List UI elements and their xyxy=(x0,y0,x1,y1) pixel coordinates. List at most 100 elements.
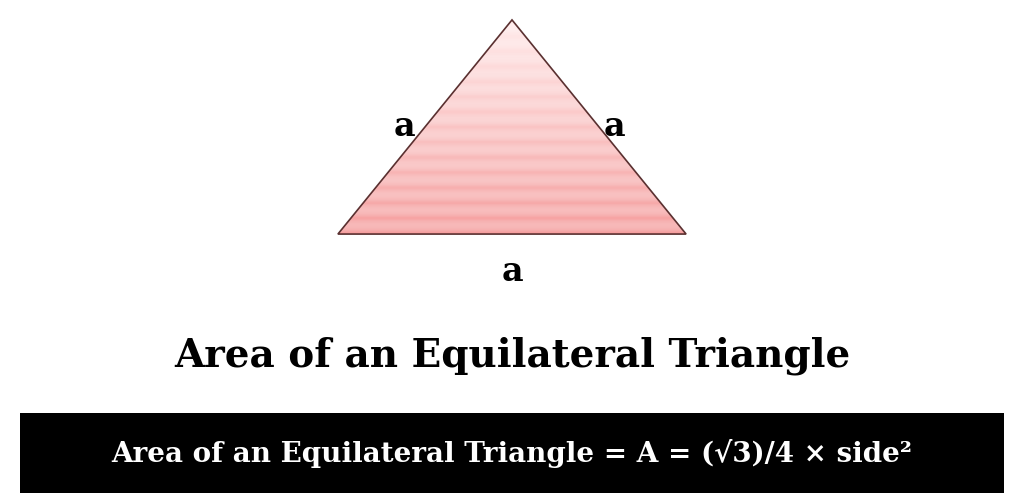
Polygon shape xyxy=(504,28,520,29)
Polygon shape xyxy=(424,127,600,128)
Polygon shape xyxy=(489,47,535,48)
Polygon shape xyxy=(418,134,606,135)
Polygon shape xyxy=(505,27,519,28)
Polygon shape xyxy=(501,33,523,34)
Polygon shape xyxy=(381,181,643,182)
Polygon shape xyxy=(340,231,684,232)
Polygon shape xyxy=(389,170,635,171)
Polygon shape xyxy=(458,85,566,86)
Polygon shape xyxy=(398,159,626,160)
Polygon shape xyxy=(499,35,525,36)
Polygon shape xyxy=(434,114,590,115)
Polygon shape xyxy=(402,154,622,155)
Polygon shape xyxy=(365,200,659,201)
Polygon shape xyxy=(450,96,574,97)
Polygon shape xyxy=(342,228,682,229)
Polygon shape xyxy=(436,112,588,113)
Polygon shape xyxy=(358,207,666,208)
Polygon shape xyxy=(478,61,546,62)
Polygon shape xyxy=(423,128,601,129)
Polygon shape xyxy=(357,210,667,211)
Polygon shape xyxy=(428,122,596,123)
Polygon shape xyxy=(495,40,529,41)
Polygon shape xyxy=(504,29,520,31)
Polygon shape xyxy=(426,125,598,126)
Polygon shape xyxy=(344,226,680,227)
Polygon shape xyxy=(395,162,629,163)
Polygon shape xyxy=(387,172,637,173)
Polygon shape xyxy=(468,73,556,75)
Polygon shape xyxy=(434,115,590,117)
Polygon shape xyxy=(490,46,534,47)
Polygon shape xyxy=(422,129,602,130)
Polygon shape xyxy=(391,168,633,169)
Polygon shape xyxy=(465,77,559,78)
Polygon shape xyxy=(348,220,676,221)
Polygon shape xyxy=(396,161,628,162)
Polygon shape xyxy=(471,69,553,70)
Polygon shape xyxy=(370,193,654,194)
Polygon shape xyxy=(404,150,620,151)
Polygon shape xyxy=(346,222,678,223)
Polygon shape xyxy=(378,184,646,185)
Polygon shape xyxy=(469,72,555,73)
Polygon shape xyxy=(411,143,613,144)
Polygon shape xyxy=(368,197,656,198)
Polygon shape xyxy=(420,132,604,133)
Polygon shape xyxy=(435,113,589,114)
Polygon shape xyxy=(361,204,663,205)
Polygon shape xyxy=(429,121,595,122)
Polygon shape xyxy=(358,208,666,210)
Polygon shape xyxy=(497,38,527,39)
Polygon shape xyxy=(445,100,579,101)
Polygon shape xyxy=(463,80,561,81)
Polygon shape xyxy=(457,87,567,89)
Polygon shape xyxy=(372,191,652,192)
Polygon shape xyxy=(351,217,673,218)
Polygon shape xyxy=(373,190,651,191)
Polygon shape xyxy=(470,70,554,71)
Polygon shape xyxy=(469,71,555,72)
Polygon shape xyxy=(486,50,538,51)
Polygon shape xyxy=(502,32,522,33)
Polygon shape xyxy=(503,31,521,32)
Polygon shape xyxy=(444,103,580,104)
Polygon shape xyxy=(349,219,675,220)
Polygon shape xyxy=(394,163,630,164)
Polygon shape xyxy=(480,58,544,60)
Polygon shape xyxy=(383,177,641,178)
Polygon shape xyxy=(481,56,543,57)
Polygon shape xyxy=(410,145,614,146)
Polygon shape xyxy=(339,232,685,233)
Polygon shape xyxy=(482,55,542,56)
Polygon shape xyxy=(483,54,541,55)
Polygon shape xyxy=(466,76,558,77)
Polygon shape xyxy=(451,95,573,96)
Polygon shape xyxy=(417,135,607,136)
Polygon shape xyxy=(493,42,531,43)
Polygon shape xyxy=(456,89,568,90)
Polygon shape xyxy=(354,213,670,214)
Polygon shape xyxy=(474,65,550,66)
Polygon shape xyxy=(498,37,526,38)
Polygon shape xyxy=(447,98,577,99)
Polygon shape xyxy=(369,196,655,197)
Polygon shape xyxy=(439,108,585,109)
Polygon shape xyxy=(407,148,617,149)
Polygon shape xyxy=(509,22,515,23)
Polygon shape xyxy=(341,230,683,231)
Polygon shape xyxy=(485,51,539,52)
Polygon shape xyxy=(341,229,683,230)
Polygon shape xyxy=(449,97,575,98)
Polygon shape xyxy=(485,52,539,53)
Polygon shape xyxy=(440,107,584,108)
Polygon shape xyxy=(353,214,671,215)
Text: a: a xyxy=(393,111,416,143)
Polygon shape xyxy=(367,198,657,199)
Polygon shape xyxy=(453,92,571,93)
Polygon shape xyxy=(375,188,649,189)
Polygon shape xyxy=(454,91,570,92)
Polygon shape xyxy=(382,178,642,179)
Text: a: a xyxy=(603,111,626,143)
Polygon shape xyxy=(345,225,679,226)
